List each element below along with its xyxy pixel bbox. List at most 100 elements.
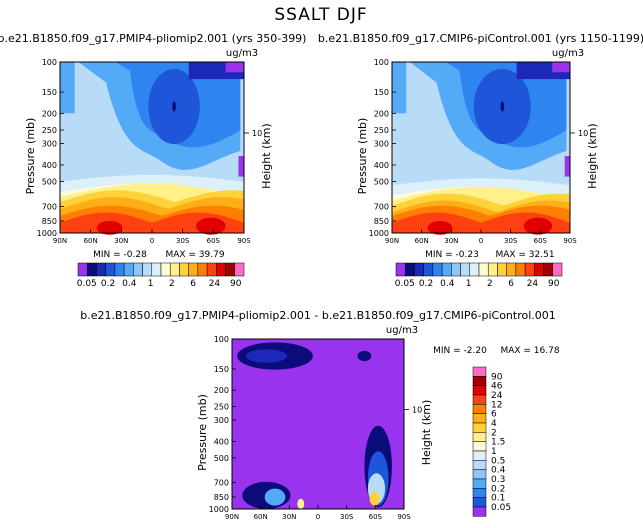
panel-units: ug/m3 <box>386 325 418 336</box>
y-tick-label: 700 <box>374 203 389 212</box>
min-label: MIN = -0.28 <box>93 250 147 260</box>
colorbar-swatch <box>543 262 554 277</box>
colorbar-swatch <box>472 385 487 396</box>
colorbar-swatch <box>472 432 487 442</box>
y-tick-label: 1000 <box>37 229 57 238</box>
y-tick-label: 500 <box>214 454 229 463</box>
colorbar-label: 0.4 <box>491 466 506 476</box>
colorbar-label: 6 <box>190 279 196 289</box>
x-tick-label: 0 <box>150 237 154 245</box>
colorbar-label: 1 <box>148 279 154 289</box>
panel-title: b.e21.B1850.f09_g17.CMIP6-piControl.001 … <box>318 32 643 45</box>
contour-fill-north-surface-core <box>264 488 286 506</box>
right-axis-label: Height (km) <box>586 123 599 189</box>
contour-fill-top-right-min <box>552 62 570 73</box>
colorbar: 0.05 0.2 0.4 1 2 6 24 90 <box>77 262 245 289</box>
y-tick-label: 300 <box>42 140 57 149</box>
panel-units: ug/m3 <box>226 48 258 59</box>
colorbar-label: 90 <box>548 279 560 289</box>
colorbar-swatch <box>472 488 487 498</box>
panel-title: b.e21.B1850.f09_g17.PMIP4-pliomip2.001 -… <box>80 309 556 322</box>
contour-fill-peak-south <box>523 217 553 235</box>
colorbar-swatch <box>469 262 480 277</box>
colorbar-swatch <box>432 262 443 277</box>
colorbar-swatch <box>414 262 424 277</box>
right-axis-label: Height (km) <box>420 400 433 466</box>
colorbar-swatch <box>86 262 97 277</box>
x-tick-label: 90S <box>397 513 411 521</box>
colorbar-label: 6 <box>491 410 497 420</box>
y-tick-label: 400 <box>214 437 229 446</box>
x-tick-label: 90S <box>563 237 577 245</box>
colorbar-swatch <box>216 262 226 277</box>
colorbar-label: 6 <box>508 279 514 289</box>
colorbar-swatch <box>234 262 245 277</box>
y-tick-label: 850 <box>214 493 229 502</box>
y-tick-label: 700 <box>214 479 229 488</box>
figure-title: SSALT DJF <box>274 5 367 25</box>
y-axis-label: Pressure (mb) <box>196 394 209 471</box>
x-tick-label: 60N <box>254 513 268 521</box>
y-tick-label: 1000 <box>209 505 229 514</box>
colorbar-swatch <box>77 262 88 277</box>
colorbar-label: 0.2 <box>419 279 433 289</box>
colorbar-swatch <box>472 450 487 461</box>
colorbar-label: 0.5 <box>491 456 505 466</box>
x-tick-label: 60N <box>415 237 429 245</box>
colorbar-swatch <box>423 262 434 277</box>
colorbar-swatch <box>460 262 471 277</box>
x-tick-label: 30S <box>340 513 354 521</box>
y-tick-label: 500 <box>374 178 389 187</box>
colorbar-label: 90 <box>230 279 242 289</box>
x-tick-label: 30S <box>176 237 190 245</box>
colorbar-swatch <box>133 262 143 277</box>
panels-group: b.e21.B1850.f09_g17.PMIP4-pliomip2.001 (… <box>0 32 643 521</box>
x-tick-label: 30N <box>444 237 458 245</box>
colorbar-swatch <box>404 262 415 277</box>
contour-fill-peak-north <box>96 221 123 235</box>
colorbar-label: 24 <box>209 279 221 289</box>
contour-fill-right-edge <box>238 156 244 177</box>
contour-fill-right-edge <box>564 156 570 177</box>
colorbar-label: 24 <box>527 279 539 289</box>
y-tick-label: 100 <box>214 335 229 344</box>
colorbar-label: 0.05 <box>395 279 415 289</box>
contour-fill-peak-north <box>427 221 453 235</box>
colorbar-swatch <box>472 366 487 377</box>
contour-fill-upper-right <box>357 350 372 362</box>
y-tick-label: 250 <box>214 403 229 412</box>
colorbar-swatch <box>142 262 153 277</box>
colorbar-swatch <box>225 262 236 277</box>
colorbar-swatch <box>472 506 487 517</box>
y-tick-label: 200 <box>374 109 389 118</box>
panel-bottom-difference: b.e21.B1850.f09_g17.PMIP4-pliomip2.001 -… <box>80 309 560 521</box>
colorbar-label: 1 <box>491 447 497 457</box>
x-tick-label: 0 <box>316 513 320 521</box>
y-tick-label: 250 <box>42 126 57 135</box>
colorbar-label: 1 <box>466 279 472 289</box>
y-tick-label: 700 <box>42 203 57 212</box>
colorbar-swatch <box>472 478 487 489</box>
x-tick-label: 0 <box>479 237 483 245</box>
x-tick-label: 90N <box>225 513 239 521</box>
x-tick-label: 90N <box>385 237 399 245</box>
y-tick-label: 850 <box>42 217 57 226</box>
y-tick-label: 400 <box>42 161 57 170</box>
colorbar-swatch <box>497 262 507 277</box>
x-tick-label: 30N <box>282 513 296 521</box>
colorbar-swatch <box>472 422 487 433</box>
colorbar-swatch <box>114 262 125 277</box>
y-tick-label: 850 <box>374 217 389 226</box>
panel-top-right: b.e21.B1850.f09_g17.CMIP6-piControl.001 … <box>318 32 643 289</box>
min-label: MIN = -0.23 <box>425 250 479 260</box>
colorbar-label: 46 <box>491 382 503 392</box>
y-tick-label: 150 <box>374 88 389 97</box>
colorbar-swatch <box>96 262 106 277</box>
contour-fill-upper-left-core <box>245 349 288 363</box>
colorbar-swatch <box>441 262 452 277</box>
min-label: MIN = -2.20 <box>433 346 487 356</box>
colorbar-swatch <box>552 262 563 277</box>
colorbar-swatch <box>179 262 189 277</box>
colorbar-swatch <box>487 262 498 277</box>
